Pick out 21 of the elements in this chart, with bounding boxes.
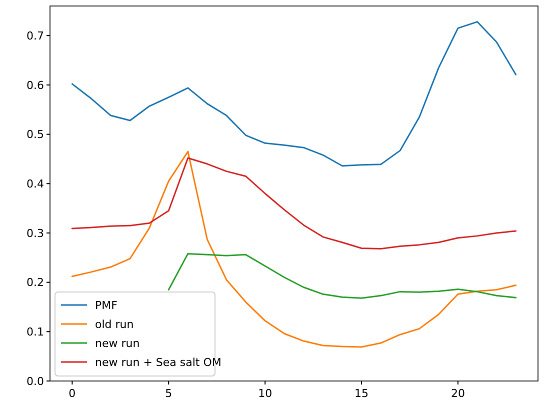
legend-label: new run <box>95 336 140 350</box>
y-tick-label: 0.5 <box>26 128 44 142</box>
y-tick-label: 0.6 <box>26 78 44 92</box>
y-tick-label: 0.0 <box>26 374 44 388</box>
y-tick-label: 0.4 <box>26 177 44 190</box>
x-tick-label: 0 <box>68 387 76 400</box>
y-tick-label: 0.2 <box>26 276 44 290</box>
line-series <box>71 150 517 348</box>
legend-label: PMF <box>95 298 118 312</box>
y-tick-label: 0.7 <box>26 29 44 42</box>
x-tick-label: 20 <box>450 387 465 400</box>
line-series <box>71 157 517 250</box>
line-series <box>168 252 517 299</box>
x-tick-label: 5 <box>165 387 172 400</box>
legend-label: new run + Sea salt OM <box>95 356 222 369</box>
legend-label: old run <box>95 318 134 331</box>
x-tick-label: 10 <box>258 387 272 400</box>
line-series <box>71 21 517 167</box>
y-tick-label: 0.3 <box>26 226 44 240</box>
y-tick-label: 0.1 <box>26 326 44 339</box>
x-tick-label: 15 <box>354 387 369 400</box>
